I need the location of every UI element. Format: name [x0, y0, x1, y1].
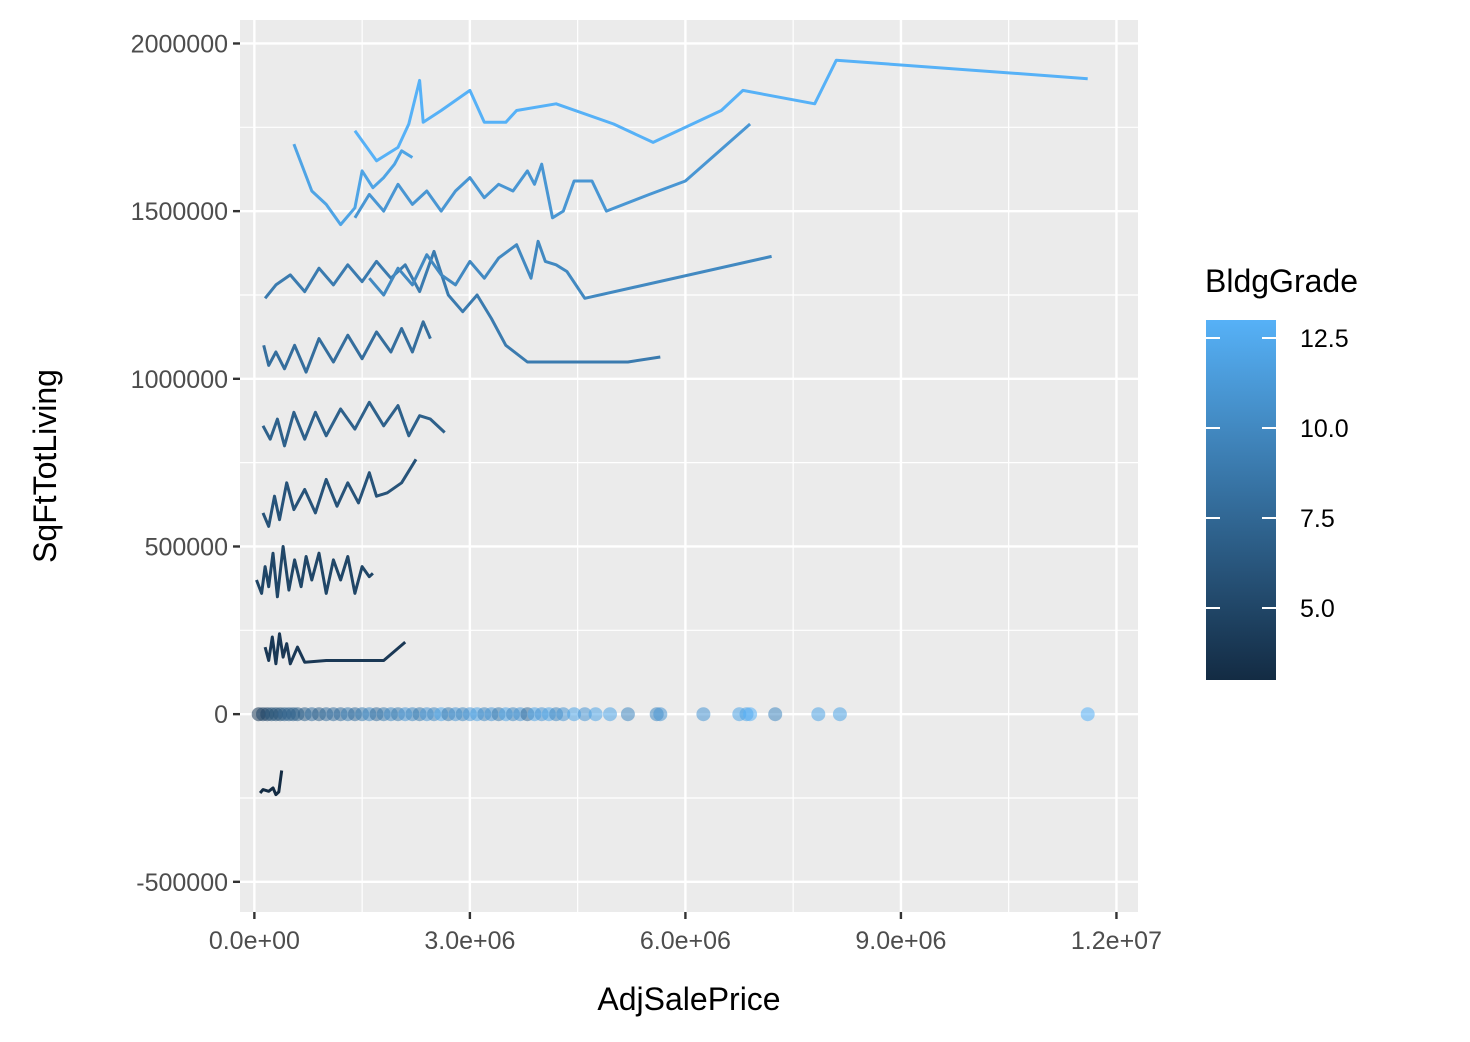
series-line-grade-13 — [353, 58, 1088, 163]
data-point — [588, 707, 603, 722]
axes: 0.0e+00 3.0e+06 6.0e+06 9.0e+06 1.2e+07 -5000… — [131, 30, 1162, 955]
series-line-grade-3 — [258, 770, 284, 797]
x-axis-title: AdjSalePrice — [597, 981, 780, 1017]
plot-area — [251, 58, 1095, 797]
data-point — [743, 707, 758, 722]
y-tick-label: 2000000 — [131, 30, 228, 58]
series-points — [251, 707, 1095, 722]
data-point — [603, 707, 617, 722]
data-point — [811, 707, 826, 722]
x-tick-label: 1.2e+07 — [1071, 927, 1162, 955]
colorbar-tick-label: 10.0 — [1300, 415, 1349, 443]
colorbar-tick-label: 5.0 — [1300, 595, 1335, 623]
data-point — [832, 707, 847, 722]
data-point — [577, 707, 592, 722]
data-point — [696, 707, 711, 722]
x-tick-label: 0.0e+00 — [209, 927, 300, 955]
y-axis-title: SqFtTotLiving — [27, 369, 63, 563]
series-line-grade-7 — [261, 400, 446, 448]
series-line-grade-10 — [368, 239, 772, 300]
y-tick-label: 1500000 — [131, 198, 228, 226]
colorbar-tick-label: 12.5 — [1300, 325, 1349, 353]
series-line-grade-8 — [262, 320, 432, 374]
data-point — [1080, 707, 1095, 722]
x-tick-label: 6.0e+06 — [640, 927, 731, 955]
data-point — [653, 707, 668, 722]
grid-lines — [240, 20, 1138, 912]
y-tick-label: 1000000 — [131, 366, 228, 394]
data-point — [768, 707, 783, 722]
series-line-grade-11 — [353, 122, 752, 220]
y-tick-label: -500000 — [136, 869, 228, 897]
colorbar-ticks: 5.0 7.5 10.0 12.5 — [1206, 325, 1349, 623]
legend-title: BldgGrade — [1205, 263, 1358, 299]
series-line-grade-12 — [292, 143, 414, 227]
y-tick-label: 0 — [214, 701, 228, 729]
series-line-grade-5 — [255, 545, 374, 599]
series-line-grade-9 — [263, 249, 661, 364]
x-tick-label: 3.0e+06 — [424, 927, 515, 955]
legend: BldgGrade 5.0 7.5 10.0 12.5 — [1205, 263, 1358, 680]
data-point — [567, 707, 582, 722]
series-lines — [255, 58, 1088, 797]
series-line-grade-4 — [263, 632, 407, 666]
data-point — [620, 707, 635, 722]
x-tick-label: 9.0e+06 — [855, 927, 946, 955]
y-tick-label: 500000 — [145, 533, 228, 561]
series-line-grade-6 — [261, 458, 418, 528]
panel-background — [240, 20, 1138, 912]
colorbar-tick-label: 7.5 — [1300, 505, 1335, 533]
colorbar — [1206, 320, 1276, 680]
data-point — [556, 707, 571, 722]
